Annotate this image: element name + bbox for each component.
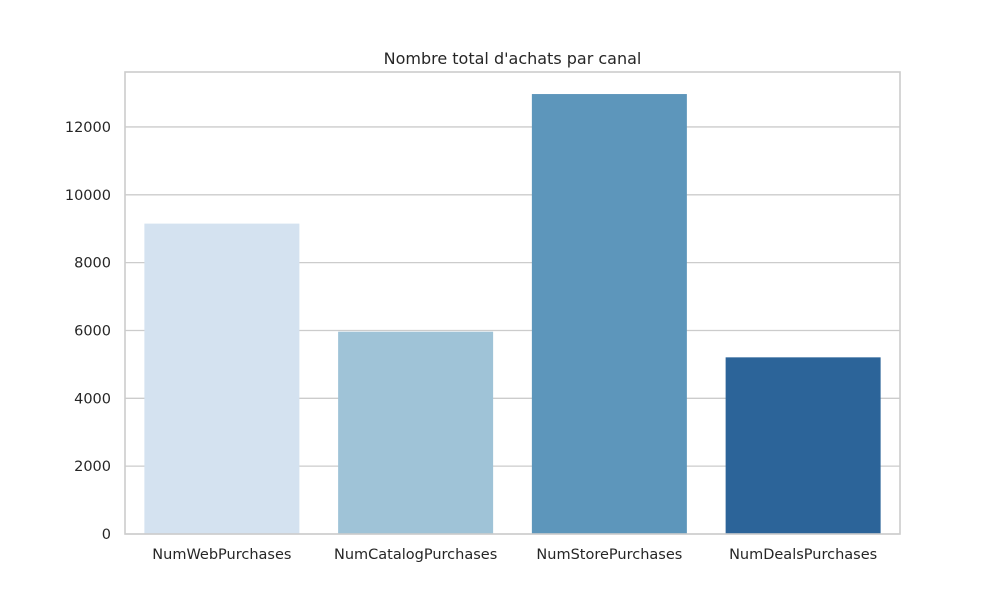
x-tick-label: NumCatalogPurchases (334, 547, 497, 563)
bar-NumDealsPurchases (725, 357, 881, 534)
chart-title: Nombre total d'achats par canal (384, 49, 642, 68)
y-tick-label: 0 (102, 527, 111, 543)
y-tick-label: 2000 (74, 459, 111, 475)
y-tick-label: 12000 (65, 120, 111, 136)
x-tick-label: NumDealsPurchases (729, 547, 877, 563)
y-tick-label: 4000 (74, 391, 111, 407)
bar-NumStorePurchases (531, 94, 687, 534)
bar-layer (144, 94, 881, 534)
bar-NumCatalogPurchases (338, 331, 494, 534)
bar-NumWebPurchases (144, 223, 300, 534)
x-tick-label: NumStorePurchases (536, 547, 682, 563)
x-tick-label: NumWebPurchases (152, 547, 291, 563)
plot-frame (124, 71, 901, 535)
y-axis-ticks: 0 2000 4000 6000 8000 10000 12000 (65, 120, 111, 543)
y-tick-label: 10000 (65, 188, 111, 204)
y-tick-label: 6000 (74, 323, 111, 339)
y-tick-label: 8000 (74, 256, 111, 272)
x-axis-ticks: NumWebPurchases NumCatalogPurchases NumSto… (152, 547, 877, 563)
